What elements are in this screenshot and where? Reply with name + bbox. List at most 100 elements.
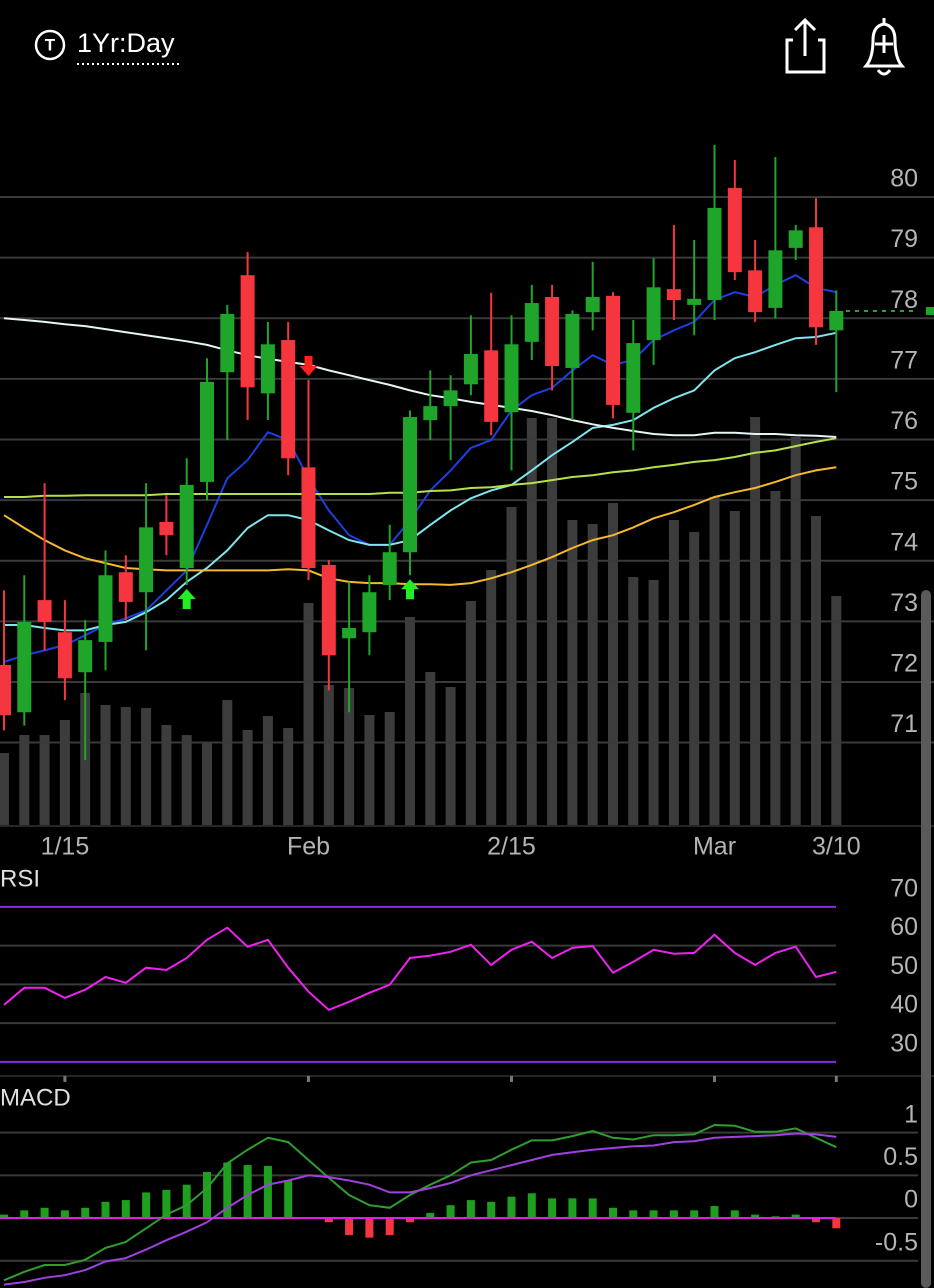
candle-body xyxy=(17,621,32,713)
y-tick-label: 79 xyxy=(890,225,918,253)
volume-bar xyxy=(222,700,233,825)
candle-body xyxy=(403,417,417,553)
volume-bar xyxy=(100,705,111,825)
volume-bar xyxy=(831,596,842,825)
candle-body xyxy=(179,484,194,568)
candle-body xyxy=(220,313,235,373)
histogram-bar xyxy=(446,1205,455,1219)
candle-body xyxy=(606,295,620,405)
candle-body xyxy=(118,572,133,602)
scrollbar[interactable] xyxy=(921,590,931,1288)
volume-bar xyxy=(59,720,70,825)
candle-body xyxy=(809,227,823,328)
timeframe-icon-letter: T xyxy=(45,35,56,54)
histogram-bar xyxy=(121,1200,130,1219)
histogram-bar xyxy=(101,1201,110,1219)
x-tick-label: 3/10 xyxy=(812,833,861,861)
volume-bar xyxy=(405,617,415,825)
histogram-bar xyxy=(588,1198,597,1219)
histogram-bar xyxy=(487,1201,496,1219)
candle-body xyxy=(646,287,661,341)
candle-body xyxy=(78,640,93,673)
histogram-bar xyxy=(629,1210,638,1219)
histogram-bar xyxy=(203,1171,211,1219)
histogram-bar xyxy=(527,1193,536,1219)
histogram-bar xyxy=(669,1210,678,1219)
volume-bar xyxy=(303,603,314,825)
volume-bar xyxy=(567,520,578,825)
candle-body xyxy=(423,406,438,421)
volume-bar xyxy=(181,735,192,825)
y-tick-label: 40 xyxy=(890,991,918,1019)
candle-body xyxy=(565,313,580,368)
candle-body xyxy=(57,632,72,679)
volume-bar xyxy=(323,685,334,825)
histogram-bar xyxy=(507,1196,516,1219)
y-tick-label: 0.5 xyxy=(883,1143,918,1171)
candle-body xyxy=(443,390,458,407)
histogram-bar xyxy=(162,1189,171,1219)
y-tick-label: 50 xyxy=(890,952,918,980)
sell-signal xyxy=(299,356,318,377)
moving-average xyxy=(3,274,837,663)
candle-body xyxy=(545,297,560,367)
share-button[interactable] xyxy=(785,17,826,74)
histogram-bar xyxy=(609,1207,617,1219)
histogram-bar xyxy=(243,1165,252,1219)
histogram-bar xyxy=(81,1207,90,1219)
volume-bar xyxy=(283,728,294,825)
volume-bar xyxy=(648,580,659,825)
candle-body xyxy=(240,275,255,388)
rsi-title: RSI xyxy=(0,865,40,892)
candle-body xyxy=(666,289,681,301)
candle-body xyxy=(788,230,803,248)
volume-bar xyxy=(465,601,476,825)
candle-body xyxy=(98,575,113,642)
histogram-bar xyxy=(20,1210,29,1219)
histogram-bar xyxy=(548,1198,557,1219)
candle-body xyxy=(687,298,702,305)
buy-signal xyxy=(401,579,419,600)
candle-body xyxy=(748,270,763,313)
rsi-line xyxy=(3,926,837,1012)
bell-icon-plus xyxy=(875,18,893,76)
y-tick-label: 0 xyxy=(904,1186,918,1214)
volume-bar xyxy=(141,708,152,825)
y-tick-label: 73 xyxy=(890,589,918,617)
y-tick-label: 72 xyxy=(890,650,918,678)
volume-bar xyxy=(0,753,9,825)
volume-bar xyxy=(161,725,172,825)
volume-bar xyxy=(202,742,212,825)
volume-bar xyxy=(709,497,720,825)
volume-bar xyxy=(384,712,395,825)
volume-bar xyxy=(790,437,801,825)
x-tick-label: 1/15 xyxy=(41,833,90,861)
histogram-bar xyxy=(832,1218,841,1229)
histogram-bar xyxy=(182,1184,191,1219)
candle-body xyxy=(281,340,296,459)
histogram-bar xyxy=(649,1210,658,1219)
timeframe-icon xyxy=(34,29,66,61)
candle-body xyxy=(260,344,275,394)
candle-body xyxy=(463,353,478,385)
candle-body xyxy=(139,527,154,593)
y-tick-label: 78 xyxy=(890,286,918,314)
candle-body xyxy=(321,564,336,656)
alert-button[interactable] xyxy=(862,18,906,76)
histogram-bar xyxy=(345,1218,354,1236)
buy-signal xyxy=(177,588,196,609)
timeframe-label: 1Yr:Day xyxy=(77,28,175,58)
candle-body xyxy=(585,297,600,313)
volume-bar xyxy=(364,715,375,825)
candle-body xyxy=(0,664,11,716)
y-tick-label: 70 xyxy=(890,874,918,902)
candle-body xyxy=(504,344,519,413)
candle-body xyxy=(382,552,397,585)
bell-icon xyxy=(862,22,906,68)
volume-bar xyxy=(770,491,781,825)
candle-body xyxy=(626,343,641,413)
candle-body xyxy=(768,250,783,308)
y-tick-label: 30 xyxy=(890,1029,918,1057)
timeframe-button[interactable]: T 1Yr:Day xyxy=(34,28,182,65)
